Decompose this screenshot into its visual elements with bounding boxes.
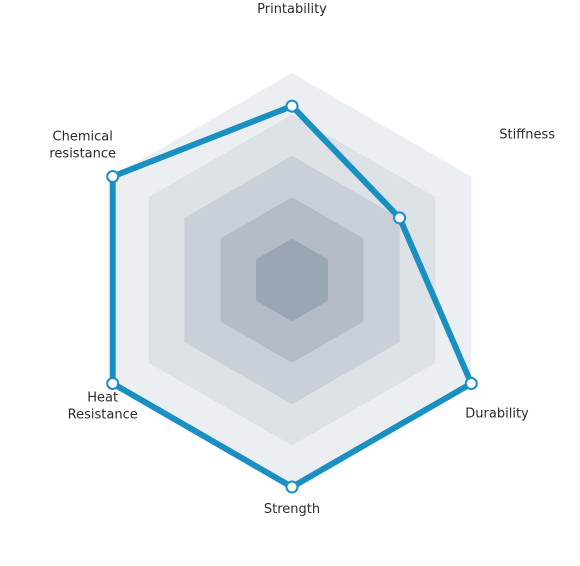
grid-ring-1 <box>256 238 328 322</box>
axis-labels: Printability Stiffness Durability Strength H… <box>49 2 555 517</box>
axis-label-2: Durability <box>465 407 529 422</box>
data-point-1 <box>393 211 407 225</box>
axis-label-0: Printability <box>257 2 327 17</box>
data-point-5 <box>106 170 120 183</box>
axis-label-4: Heat Resistance <box>68 391 138 423</box>
axis-label-1: Stiffness <box>499 128 555 143</box>
data-point-0 <box>285 99 299 113</box>
data-point-3 <box>285 480 299 494</box>
data-point-4 <box>106 377 120 390</box>
data-point-2 <box>464 377 478 390</box>
data-points <box>106 99 478 494</box>
radar-grid <box>112 73 472 487</box>
axis-label-3: Strength <box>264 502 320 517</box>
axis-label-5: Chemical resistance <box>49 130 116 162</box>
